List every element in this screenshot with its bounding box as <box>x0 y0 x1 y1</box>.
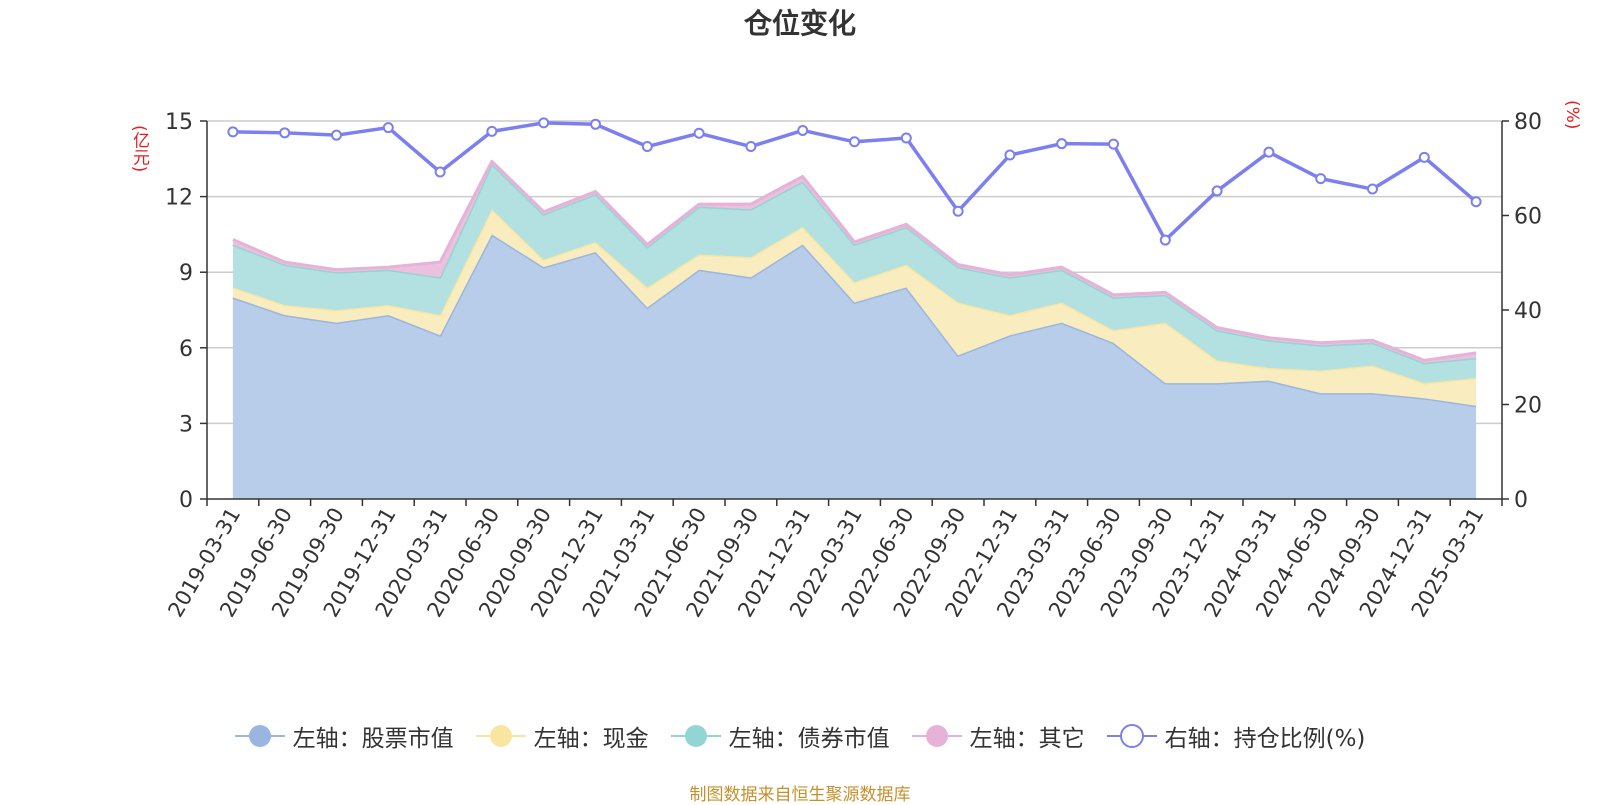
area-左轴：股票市值 <box>232 234 1477 499</box>
area-左轴：债券市值 <box>232 163 1477 384</box>
holding-ratio-point <box>590 118 601 130</box>
left-tick-label: 6 <box>179 337 193 362</box>
holding-ratio-point <box>1470 196 1482 208</box>
area-左轴：现金 <box>232 209 1477 406</box>
legend-item[interactable]: 左轴：现金 <box>475 719 649 753</box>
holding-ratio-point <box>1159 234 1171 246</box>
right-tick-label: 80 <box>1514 110 1542 135</box>
legend-circle-marker-icon <box>911 725 962 747</box>
right-tick-label: 40 <box>1514 299 1542 324</box>
holding-ratio-point <box>693 127 705 139</box>
holding-ratio-point <box>434 166 446 178</box>
left-axis-unit: (亿元) <box>129 125 149 173</box>
holding-ratio-point <box>1056 138 1068 150</box>
chart-title: 仓位变化 <box>743 7 856 40</box>
holding-ratio-point <box>1263 146 1275 158</box>
holding-ratio-point <box>1315 173 1327 185</box>
holding-ratio-point <box>745 141 757 153</box>
legend: 左轴：股票市值 左轴：现金 左轴：债券市值 左轴：其它 右轴：持仓比例(%) <box>0 719 1600 753</box>
legend-label: 左轴：股票市值 <box>292 726 454 752</box>
legend-label: 左轴：其它 <box>969 726 1085 752</box>
position-change-chart: 036912150204060802019-03-312019-06-30201… <box>163 110 1542 621</box>
holding-ratio-point <box>227 126 239 138</box>
holding-ratio-point <box>849 136 860 148</box>
holding-ratio-point <box>331 129 342 141</box>
right-axis-unit: (%) <box>1562 100 1582 130</box>
legend-circle-marker-icon <box>475 725 526 747</box>
holding-ratio-point <box>1004 149 1016 161</box>
legend-label: 左轴：债券市值 <box>728 726 890 752</box>
left-tick-label: 12 <box>165 186 193 211</box>
legend-item[interactable]: 左轴：其它 <box>911 719 1085 753</box>
right-tick-label: 20 <box>1514 394 1542 419</box>
legend-label: 左轴：现金 <box>533 726 649 752</box>
holding-ratio-point <box>1418 151 1430 163</box>
left-tick-label: 15 <box>165 110 193 135</box>
legend-item[interactable]: 左轴：债券市值 <box>670 719 890 753</box>
left-tick-label: 3 <box>179 412 193 437</box>
holding-ratio-point <box>797 124 809 136</box>
left-tick-label: 0 <box>179 488 193 513</box>
right-tick-label: 60 <box>1514 205 1542 230</box>
legend-item[interactable]: 右轴：持仓比例(%) <box>1106 719 1366 753</box>
left-tick-label: 9 <box>179 261 193 286</box>
legend-circle-marker-icon <box>670 725 721 747</box>
holding-ratio-point <box>486 125 498 137</box>
area-edge-左轴：其它 <box>232 159 1477 362</box>
legend-circle-marker-icon <box>234 725 285 747</box>
holding-ratio-point <box>641 141 653 153</box>
holding-ratio-point <box>1108 138 1119 150</box>
holding-ratio-point <box>952 205 964 217</box>
holding-ratio-point <box>382 122 394 134</box>
holding-ratio-point <box>1367 183 1378 195</box>
holding-ratio-point <box>1211 185 1223 197</box>
source-note: 制图数据来自恒生聚源数据库 <box>689 785 911 805</box>
legend-item[interactable]: 左轴：股票市值 <box>234 719 454 753</box>
legend-label: 右轴：持仓比例(%) <box>1164 726 1366 752</box>
holding-ratio-point <box>279 127 291 139</box>
legend-line-marker-icon <box>1106 724 1157 748</box>
holding-ratio-point <box>538 117 550 129</box>
right-tick-label: 0 <box>1514 488 1528 513</box>
holding-ratio-point <box>900 132 912 144</box>
